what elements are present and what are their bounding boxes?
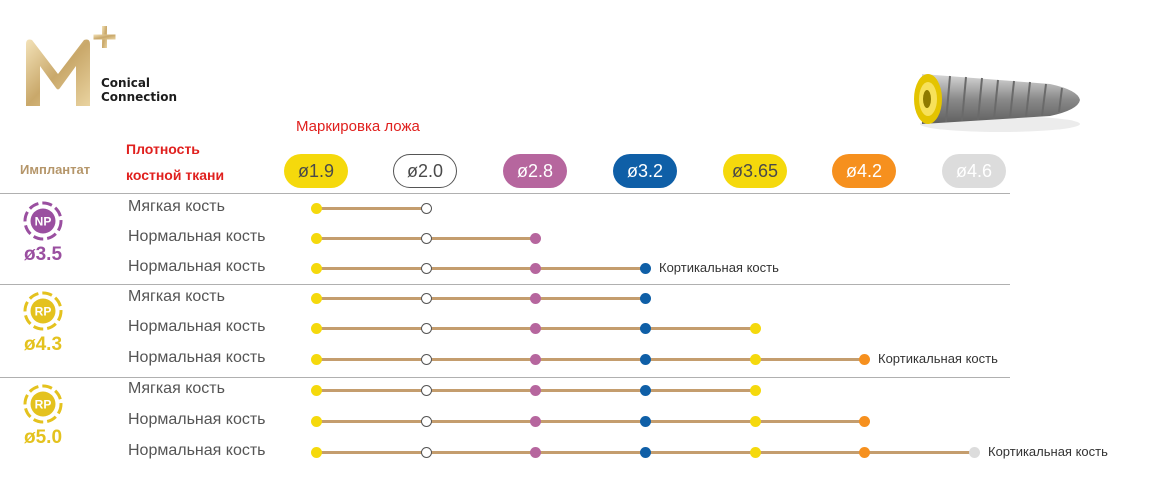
drill-step-dot (639, 385, 651, 396)
bone-density-label: Нормальная кость (128, 258, 266, 275)
logo-line-2: Connection (101, 90, 178, 104)
logo-subtitle: Conical Connection (101, 76, 177, 104)
density-title: Плотность костной ткани (126, 136, 224, 188)
drill-step-dot (310, 203, 322, 214)
drill-sequence-line (316, 267, 645, 270)
drill-step-dot (858, 416, 870, 427)
drill-step-dot (420, 293, 432, 304)
drill-step-dot (310, 385, 322, 396)
drill-step-dot (529, 354, 541, 365)
bone-density-label: Мягкая кость (128, 288, 225, 305)
drill-step-dot (420, 385, 432, 396)
drill-step-dot (420, 416, 432, 427)
platform-badge-icon: RP (23, 384, 63, 424)
drill-pill-6: ø4.2 (832, 154, 896, 188)
drill-step-dot (310, 354, 322, 365)
bone-density-label: Мягкая кость (128, 198, 225, 215)
drill-step-dot (529, 323, 541, 334)
drill-step-dot (639, 416, 651, 427)
drill-step-dot (420, 354, 432, 365)
drill-pill-1: ø1.9 (284, 154, 348, 188)
drill-step-dot (639, 323, 651, 334)
cortical-bone-label: Кортикальная кость (659, 260, 779, 275)
cortical-bone-label: Кортикальная кость (878, 351, 998, 366)
drill-step-dot (420, 447, 432, 458)
implant-diameter: ø4.3 (24, 334, 63, 355)
implant-title: Имплантат (20, 162, 91, 177)
svg-text:RP: RP (35, 305, 52, 319)
drill-step-dot (529, 293, 541, 304)
bone-density-label: Нормальная кость (128, 228, 266, 245)
m-plus-logo (26, 26, 116, 106)
bone-density-label: Нормальная кость (128, 411, 266, 428)
drill-step-dot (420, 263, 432, 274)
drill-step-dot (968, 447, 980, 458)
density-title-line-2: костной ткани (126, 167, 225, 183)
drill-step-dot (858, 354, 870, 365)
drill-step-dot (529, 233, 541, 244)
drill-step-dot (749, 447, 761, 458)
drill-pill-3: ø2.8 (503, 154, 567, 188)
drill-step-dot (529, 416, 541, 427)
drill-pill-5: ø3.65 (723, 154, 787, 188)
group-separator (0, 284, 1010, 285)
bone-density-label: Нормальная кость (128, 318, 266, 335)
drill-pill-7: ø4.6 (942, 154, 1006, 188)
bone-density-label: Нормальная кость (128, 349, 266, 366)
drill-step-dot (310, 233, 322, 244)
svg-text:NP: NP (35, 215, 52, 229)
drill-step-dot (749, 354, 761, 365)
drill-step-dot (310, 416, 322, 427)
bone-density-label: Нормальная кость (128, 442, 266, 459)
header-separator (0, 193, 1010, 194)
density-title-line-1: Плотность (126, 141, 200, 157)
drill-step-dot (639, 354, 651, 365)
drill-sequence-line (316, 420, 864, 423)
marking-title: Маркировка ложа (296, 118, 420, 135)
drill-step-dot (310, 323, 322, 334)
drill-step-dot (310, 447, 322, 458)
drill-step-dot (310, 263, 322, 274)
logo-line-1: Conical (101, 76, 151, 90)
drill-step-dot (420, 203, 432, 214)
drill-step-dot (749, 323, 761, 334)
svg-text:RP: RP (35, 398, 52, 412)
drill-step-dot (858, 447, 870, 458)
drill-step-dot (639, 293, 651, 304)
implant-diameter: ø3.5 (24, 244, 63, 265)
drill-step-dot (420, 323, 432, 334)
drill-step-dot (749, 416, 761, 427)
drill-step-dot (639, 447, 651, 458)
cortical-bone-label: Кортикальная кость (988, 444, 1108, 459)
implant-diameter: ø5.0 (24, 427, 63, 448)
implant-image (914, 74, 1080, 132)
drill-sequence-line (316, 207, 426, 210)
drill-step-dot (420, 233, 432, 244)
platform-badge-icon: NP (23, 201, 63, 241)
drill-sequence-line (316, 358, 864, 361)
drill-pill-2: ø2.0 (393, 154, 457, 188)
drill-sequence-line (316, 297, 645, 300)
drill-step-dot (529, 447, 541, 458)
drill-step-dot (310, 293, 322, 304)
platform-badge-icon: RP (23, 291, 63, 331)
drill-step-dot (529, 263, 541, 274)
drill-step-dot (639, 263, 651, 274)
group-separator (0, 377, 1010, 378)
bone-density-label: Мягкая кость (128, 380, 225, 397)
drill-step-dot (529, 385, 541, 396)
drill-pill-4: ø3.2 (613, 154, 677, 188)
drill-step-dot (749, 385, 761, 396)
